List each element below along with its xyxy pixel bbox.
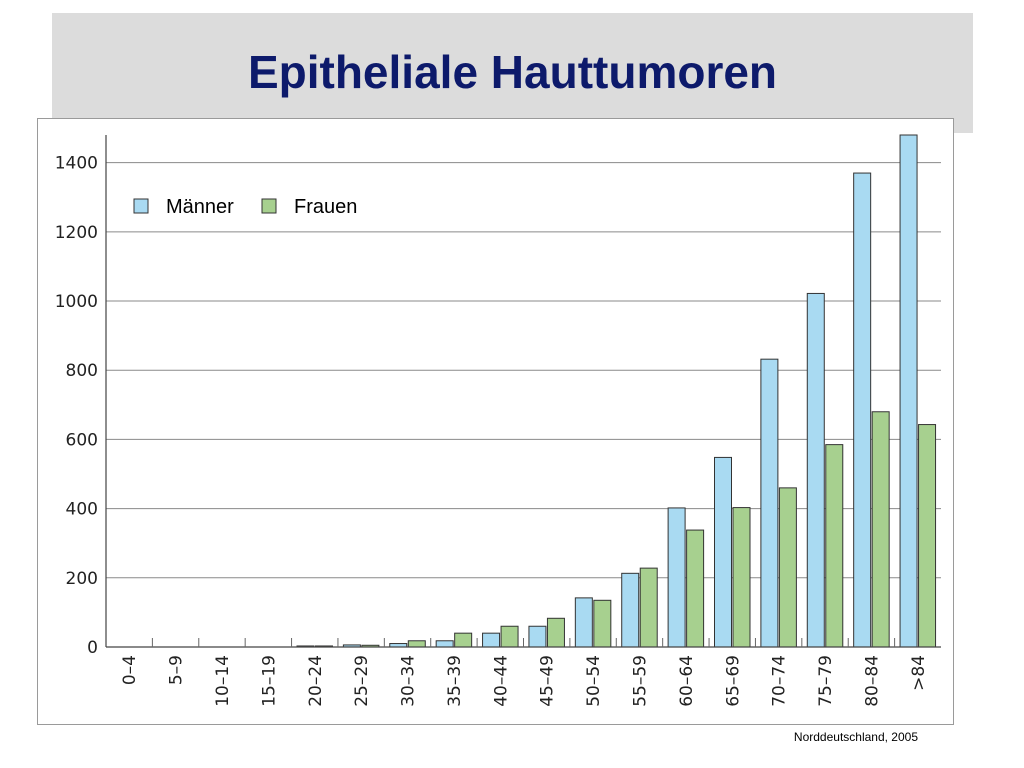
bar-frauen	[407, 640, 426, 648]
x-tick-label: 0–4	[120, 655, 140, 685]
x-tick-label: 30–34	[399, 655, 419, 707]
x-tick-label: 50–54	[584, 655, 604, 707]
x-tick-label: 75–79	[816, 655, 836, 707]
bar-maenner	[853, 172, 872, 648]
x-tick-label: 60–64	[677, 655, 697, 707]
y-tick-label: 0	[87, 638, 98, 658]
bar-maenner	[574, 597, 593, 648]
bar-frauen	[825, 444, 844, 648]
source-note: Norddeutschland, 2005	[793, 730, 918, 744]
bar-maenner	[528, 625, 547, 648]
gridlines	[106, 162, 941, 579]
bar-frauen	[639, 567, 658, 648]
y-tick-label: 1400	[55, 154, 98, 174]
bar-frauen	[593, 599, 612, 648]
bar-frauen	[686, 529, 705, 648]
bar-frauen	[918, 424, 937, 648]
y-tick-label: 1000	[55, 292, 98, 312]
y-tick-label: 400	[66, 500, 98, 520]
y-tick-label: 200	[66, 569, 98, 589]
x-tick-label: 80–84	[862, 655, 882, 707]
bar-frauen	[454, 632, 473, 648]
x-tick-label: 10–14	[213, 655, 233, 707]
bar-frauen	[871, 411, 890, 648]
bar-frauen	[778, 487, 797, 648]
y-tick-labels: 0 200 400 600 800 1000 1200 1400	[55, 154, 98, 658]
bar-maenner	[899, 134, 918, 648]
bar-maenner	[760, 358, 779, 648]
legend-swatch-frauen	[261, 198, 277, 214]
bars	[296, 134, 937, 648]
bar-maenner	[806, 292, 825, 648]
x-tick-label: 45–49	[538, 655, 558, 707]
y-tick-label: 800	[66, 361, 98, 381]
x-tick-label: 15–19	[259, 655, 279, 707]
bar-maenner	[667, 507, 686, 648]
bar-maenner	[714, 456, 732, 648]
legend-swatch-maenner	[133, 198, 149, 214]
legend-label-frauen: Frauen	[294, 196, 357, 218]
bar-frauen	[546, 617, 565, 648]
x-tick-label: 55–59	[630, 655, 650, 707]
bar-chart: 0 200 400 600 800 1000 1200 1400 0–4 5–9 10–14 15–…	[55, 134, 941, 707]
y-tick-label: 600	[66, 430, 98, 450]
slide-title: Epitheliale Hauttumoren	[247, 46, 778, 98]
x-tick-label: 35–39	[445, 655, 465, 707]
x-tick-label: 5–9	[167, 655, 187, 685]
x-tick-label: 25–29	[352, 655, 372, 707]
x-tick-label: 20–24	[306, 655, 326, 707]
x-tick-label: 65–69	[723, 655, 743, 707]
legend: Männer Frauen	[133, 196, 357, 218]
bar-frauen	[500, 625, 519, 648]
x-tick-labels: 0–4 5–9 10–14 15–19 20–24 25–29 30–34 35–39 40–4…	[120, 655, 929, 707]
bar-maenner	[482, 632, 501, 648]
title-band	[52, 13, 973, 133]
bar-frauen	[732, 507, 751, 648]
bar-maenner	[435, 640, 454, 648]
x-tick-label: 70–74	[770, 655, 790, 707]
x-tick-label: 40–44	[491, 655, 511, 707]
bar-maenner	[621, 572, 640, 648]
legend-label-maenner: Männer	[166, 196, 234, 218]
x-tick-label: >84	[909, 655, 929, 691]
y-tick-label: 1200	[55, 223, 98, 243]
axes	[105, 135, 941, 648]
chart-frame: 0 200 400 600 800 1000 1200 1400 0–4 5–9 10–14 15–…	[37, 118, 954, 725]
